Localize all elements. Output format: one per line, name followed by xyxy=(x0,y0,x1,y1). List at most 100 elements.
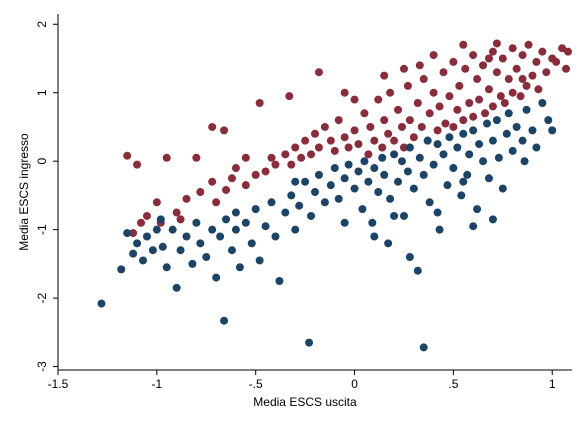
data-point-series-1 xyxy=(320,122,329,131)
data-point-series-2 xyxy=(350,184,359,193)
data-point-series-1 xyxy=(162,153,171,162)
data-point-series-1 xyxy=(465,99,474,107)
x-tick-label: 1 xyxy=(549,377,556,391)
data-point-series-2 xyxy=(386,194,395,203)
data-point-series-2 xyxy=(176,246,185,255)
data-point-series-2 xyxy=(275,277,284,285)
data-point-series-2 xyxy=(370,232,379,241)
data-point-series-2 xyxy=(522,105,531,114)
data-point-series-2 xyxy=(307,211,316,220)
data-point-series-1 xyxy=(255,99,264,107)
data-point-series-2 xyxy=(409,184,418,193)
data-point-series-1 xyxy=(364,150,373,159)
data-point-series-2 xyxy=(439,150,448,159)
data-point-series-1 xyxy=(133,160,142,169)
data-point-series-1 xyxy=(227,174,236,183)
data-point-series-1 xyxy=(459,116,468,125)
data-point-series-2 xyxy=(423,136,432,145)
data-point-series-2 xyxy=(231,225,240,234)
data-point-series-1 xyxy=(496,92,505,101)
data-point-series-2 xyxy=(433,208,442,217)
data-point-series-2 xyxy=(251,205,260,214)
data-point-series-1 xyxy=(504,75,513,84)
data-point-series-1 xyxy=(384,129,393,138)
data-point-series-2 xyxy=(216,232,225,241)
data-point-series-2 xyxy=(320,198,329,207)
data-point-series-1 xyxy=(473,75,482,84)
data-point-series-1 xyxy=(455,81,464,90)
data-point-series-1 xyxy=(552,57,561,66)
data-point-series-1 xyxy=(528,71,537,80)
data-point-series-2 xyxy=(368,218,377,227)
axes-layer xyxy=(53,14,572,375)
data-point-series-2 xyxy=(538,99,547,107)
data-point-series-2 xyxy=(494,153,503,162)
data-point-series-2 xyxy=(168,225,177,234)
data-point-series-2 xyxy=(291,177,300,186)
data-point-series-2 xyxy=(305,338,314,347)
data-point-series-1 xyxy=(340,133,349,142)
data-point-series-2 xyxy=(158,242,167,251)
data-point-series-1 xyxy=(142,211,151,220)
data-point-series-2 xyxy=(415,153,424,162)
data-point-series-1 xyxy=(222,185,231,194)
data-point-series-1 xyxy=(231,164,240,173)
data-point-series-2 xyxy=(512,122,521,131)
data-point-series-1 xyxy=(498,54,507,63)
data-point-series-1 xyxy=(538,47,547,56)
data-point-series-2 xyxy=(220,316,229,325)
y-axis-title: Media ESCS ingresso xyxy=(17,133,31,251)
data-point-series-1 xyxy=(287,160,296,169)
data-point-series-2 xyxy=(291,225,300,234)
data-point-series-2 xyxy=(156,215,165,224)
data-point-series-1 xyxy=(397,122,406,131)
data-point-series-1 xyxy=(330,146,339,155)
data-point-series-2 xyxy=(188,259,197,268)
data-point-series-1 xyxy=(129,229,138,238)
data-point-series-1 xyxy=(449,57,458,66)
data-point-series-1 xyxy=(469,112,478,121)
x-tick-label: -1 xyxy=(152,377,163,391)
data-point-series-1 xyxy=(532,57,541,66)
data-point-series-2 xyxy=(484,174,493,183)
data-point-series-1 xyxy=(137,218,146,227)
data-point-series-2 xyxy=(354,167,363,176)
data-point-series-1 xyxy=(241,181,250,190)
data-point-series-1 xyxy=(508,88,517,97)
data-point-series-2 xyxy=(334,194,343,203)
data-point-series-1 xyxy=(492,39,501,48)
data-point-series-2 xyxy=(196,239,205,248)
data-point-series-2 xyxy=(433,140,442,149)
data-point-series-2 xyxy=(271,232,280,241)
data-point-series-2 xyxy=(413,266,422,275)
data-point-series-2 xyxy=(463,170,472,179)
data-point-series-2 xyxy=(394,177,403,186)
data-point-series-2 xyxy=(532,143,541,152)
data-point-series-1 xyxy=(394,105,403,114)
data-point-series-2 xyxy=(295,201,304,210)
data-point-series-1 xyxy=(479,61,488,70)
data-point-series-2 xyxy=(518,136,527,145)
data-point-series-2 xyxy=(231,208,240,217)
data-point-series-1 xyxy=(241,153,250,162)
data-point-series-2 xyxy=(384,239,393,248)
data-point-series-1 xyxy=(488,102,497,111)
data-point-series-1 xyxy=(459,40,468,49)
data-point-series-1 xyxy=(208,177,217,186)
data-point-series-1 xyxy=(334,116,343,125)
data-point-series-2 xyxy=(358,205,367,214)
data-point-series-1 xyxy=(261,167,270,176)
data-point-series-2 xyxy=(326,181,335,190)
data-point-series-1 xyxy=(461,64,470,73)
data-point-series-1 xyxy=(425,109,434,118)
data-point-series-1 xyxy=(267,153,276,162)
data-point-series-2 xyxy=(172,283,181,292)
data-point-series-2 xyxy=(208,225,217,234)
data-point-series-1 xyxy=(449,122,458,131)
data-point-series-1 xyxy=(492,68,501,77)
data-point-series-1 xyxy=(285,92,294,101)
data-point-series-1 xyxy=(314,68,323,77)
data-point-series-2 xyxy=(459,177,468,186)
data-point-series-2 xyxy=(255,256,264,265)
